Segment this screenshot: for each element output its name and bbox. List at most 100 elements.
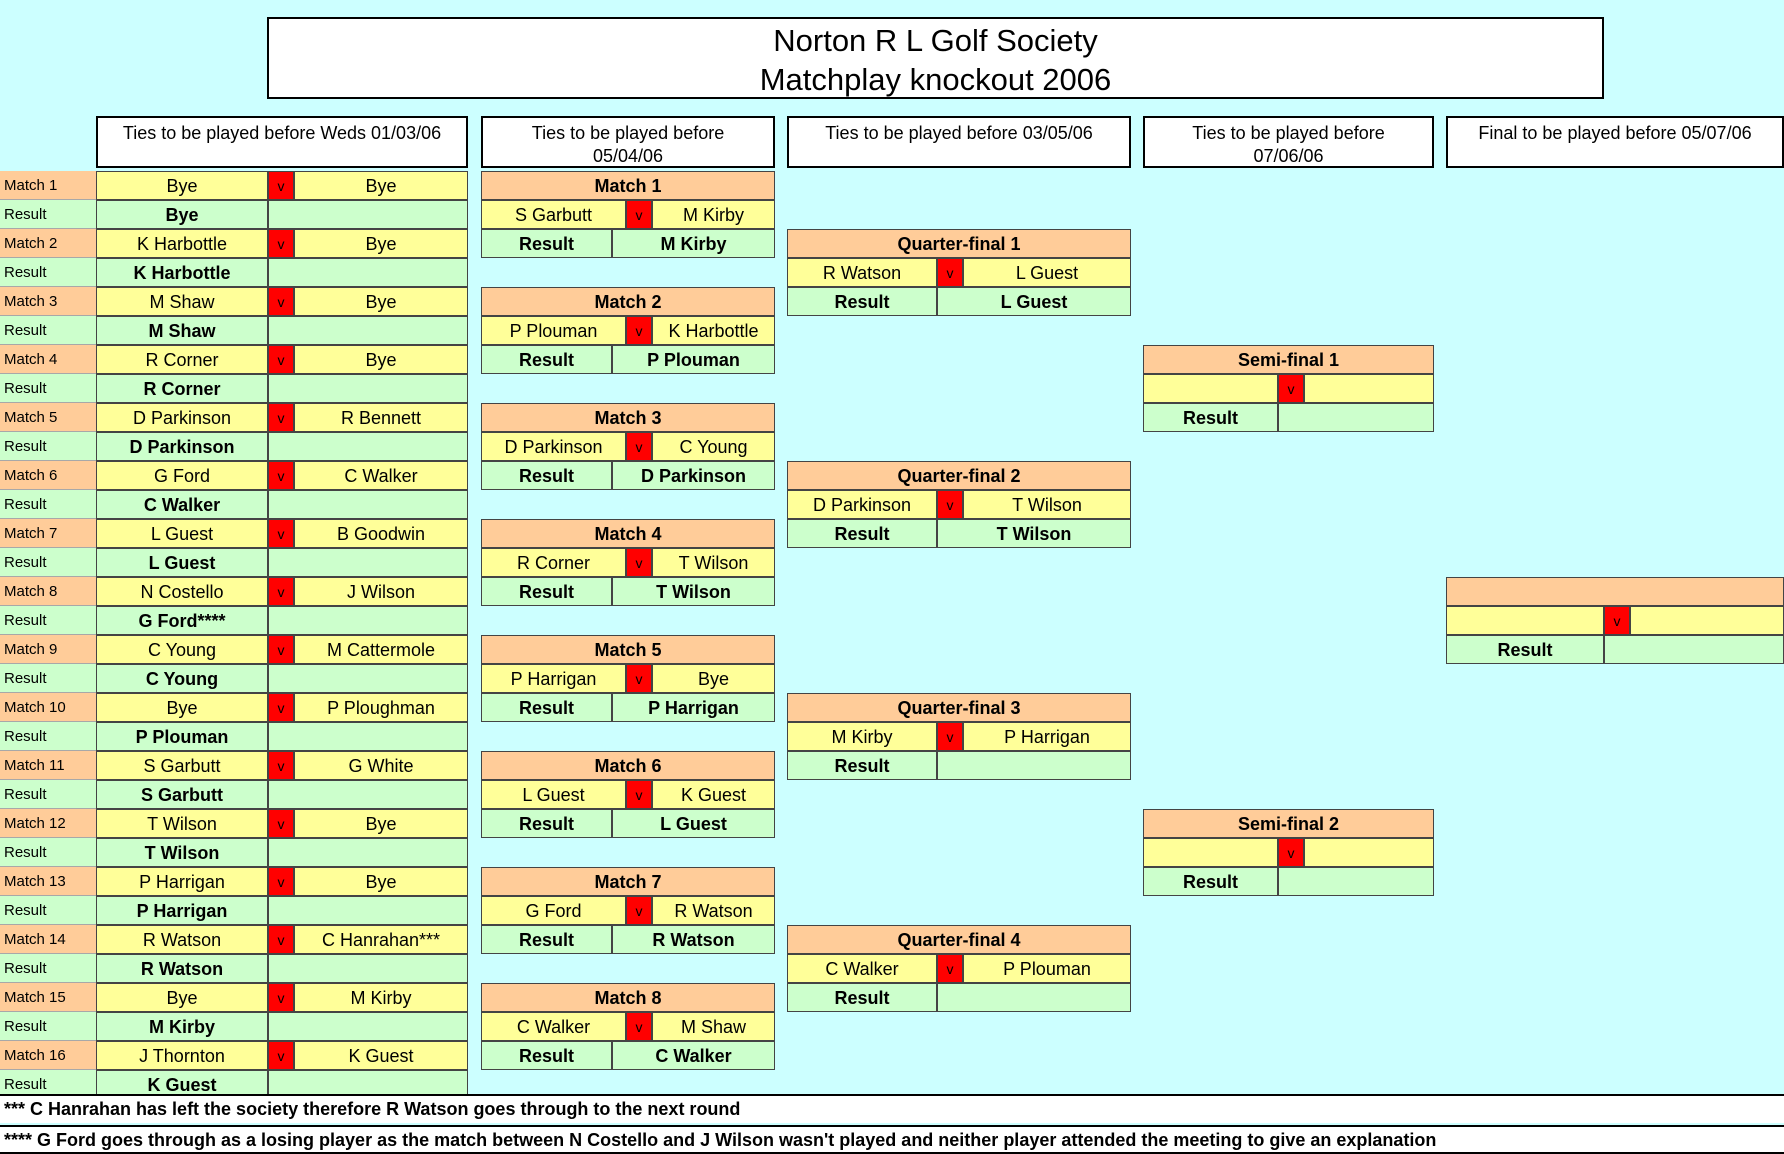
round-winner: G Ford**** bbox=[96, 606, 268, 635]
footnote-2: **** G Ford goes through as a losing pla… bbox=[0, 1125, 1784, 1154]
result-label: Result bbox=[787, 983, 937, 1012]
result-empty bbox=[268, 896, 468, 925]
quarter-final-title: Quarter-final 3 bbox=[787, 693, 1131, 722]
quarter-final-title: Quarter-final 1 bbox=[787, 229, 1131, 258]
player-2: Bye bbox=[294, 229, 468, 258]
page-title: Norton R L Golf Society Matchplay knocko… bbox=[267, 17, 1604, 99]
match-winner: M Kirby bbox=[612, 229, 775, 258]
vs-marker: v bbox=[268, 1041, 294, 1070]
vs-marker: v bbox=[937, 258, 963, 287]
match-label: Match 12 bbox=[0, 809, 96, 838]
match-winner bbox=[937, 983, 1131, 1012]
vs-marker: v bbox=[626, 664, 652, 693]
match-label: Match 8 bbox=[0, 577, 96, 606]
match-label: Match 10 bbox=[0, 693, 96, 722]
player-2: G White bbox=[294, 751, 468, 780]
player-2: Bye bbox=[294, 287, 468, 316]
player-2: C Young bbox=[652, 432, 775, 461]
player-1: P Harrigan bbox=[96, 867, 268, 896]
player-2: M Shaw bbox=[652, 1012, 775, 1041]
player-2: K Harbottle bbox=[652, 316, 775, 345]
player-1: C Young bbox=[96, 635, 268, 664]
round-winner: P Plouman bbox=[96, 722, 268, 751]
match-winner: P Plouman bbox=[612, 345, 775, 374]
result-empty bbox=[268, 374, 468, 403]
result-empty bbox=[268, 780, 468, 809]
player-2: Bye bbox=[294, 345, 468, 374]
player-1: R Watson bbox=[787, 258, 937, 287]
player-2: K Guest bbox=[294, 1041, 468, 1070]
result-empty bbox=[268, 490, 468, 519]
result-label: Result bbox=[0, 780, 96, 809]
player-2: Bye bbox=[294, 809, 468, 838]
vs-marker: v bbox=[626, 1012, 652, 1041]
round-2-match-title: Match 6 bbox=[481, 751, 775, 780]
result-label: Result bbox=[0, 316, 96, 345]
vs-marker: v bbox=[268, 345, 294, 374]
vs-marker: v bbox=[268, 577, 294, 606]
player-1 bbox=[1446, 606, 1604, 635]
player-2: Bye bbox=[652, 664, 775, 693]
player-1 bbox=[1143, 374, 1278, 403]
vs-marker: v bbox=[1278, 374, 1304, 403]
match-winner: D Parkinson bbox=[612, 461, 775, 490]
player-1: R Corner bbox=[481, 548, 626, 577]
round-winner: Bye bbox=[96, 200, 268, 229]
player-2: B Goodwin bbox=[294, 519, 468, 548]
result-label: Result bbox=[0, 838, 96, 867]
vs-marker: v bbox=[1278, 838, 1304, 867]
player-2: J Wilson bbox=[294, 577, 468, 606]
footnote-1: *** C Hanrahan has left the society ther… bbox=[0, 1094, 1784, 1123]
result-label: Result bbox=[0, 954, 96, 983]
result-label: Result bbox=[787, 519, 937, 548]
vs-marker: v bbox=[268, 461, 294, 490]
round-2-match-title: Match 2 bbox=[481, 287, 775, 316]
result-label: Result bbox=[481, 229, 612, 258]
player-2 bbox=[1630, 606, 1784, 635]
result-label: Result bbox=[787, 751, 937, 780]
final-match-title bbox=[1446, 577, 1784, 606]
player-2: Bye bbox=[294, 171, 468, 200]
player-1: Bye bbox=[96, 693, 268, 722]
player-1 bbox=[1143, 838, 1278, 867]
match-winner: P Harrigan bbox=[612, 693, 775, 722]
player-2: T Wilson bbox=[963, 490, 1131, 519]
player-1: G Ford bbox=[96, 461, 268, 490]
round-3-header-text: Ties to be played before 03/05/06 bbox=[825, 123, 1093, 143]
vs-marker: v bbox=[268, 403, 294, 432]
result-label: Result bbox=[481, 1041, 612, 1070]
match-label: Match 16 bbox=[0, 1041, 96, 1070]
semi-final-title: Semi-final 1 bbox=[1143, 345, 1434, 374]
vs-marker: v bbox=[626, 200, 652, 229]
vs-marker: v bbox=[937, 954, 963, 983]
match-winner: T Wilson bbox=[612, 577, 775, 606]
round-2-match-title: Match 8 bbox=[481, 983, 775, 1012]
round-2-match-title: Match 7 bbox=[481, 867, 775, 896]
round-winner: K Harbottle bbox=[96, 258, 268, 287]
result-label: Result bbox=[0, 200, 96, 229]
result-label: Result bbox=[481, 693, 612, 722]
result-label: Result bbox=[481, 809, 612, 838]
round-1-header-text: Ties to be played before Weds 01/03/06 bbox=[122, 123, 442, 143]
result-empty bbox=[268, 258, 468, 287]
player-1: P Plouman bbox=[481, 316, 626, 345]
player-2 bbox=[1304, 374, 1434, 403]
player-1: R Corner bbox=[96, 345, 268, 374]
semi-final-title: Semi-final 2 bbox=[1143, 809, 1434, 838]
player-2: M Kirby bbox=[652, 200, 775, 229]
round-2-match-title: Match 1 bbox=[481, 171, 775, 200]
player-1: G Ford bbox=[481, 896, 626, 925]
result-label: Result bbox=[787, 287, 937, 316]
round-4-header-line-1: Ties to be played before bbox=[1192, 123, 1385, 143]
match-label: Match 6 bbox=[0, 461, 96, 490]
round-2-header: Ties to be played before 05/04/06 bbox=[481, 116, 775, 168]
result-label: Result bbox=[481, 461, 612, 490]
result-label: Result bbox=[1143, 403, 1278, 432]
round-winner: S Garbutt bbox=[96, 780, 268, 809]
round-2-header-line-2: 05/04/06 bbox=[592, 146, 664, 166]
player-1: L Guest bbox=[96, 519, 268, 548]
result-label: Result bbox=[0, 1012, 96, 1041]
vs-marker: v bbox=[268, 229, 294, 258]
vs-marker: v bbox=[268, 983, 294, 1012]
round-winner: R Watson bbox=[96, 954, 268, 983]
